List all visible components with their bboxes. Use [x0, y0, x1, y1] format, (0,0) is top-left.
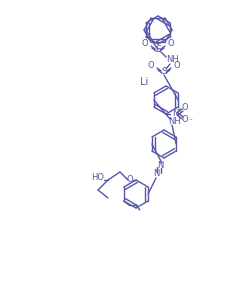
Text: Li: Li: [140, 77, 148, 87]
Text: S: S: [161, 68, 167, 76]
Text: O: O: [148, 62, 154, 71]
Text: N: N: [172, 109, 178, 118]
Text: HO: HO: [91, 174, 105, 182]
Text: O: O: [142, 39, 148, 48]
Text: NH: NH: [166, 55, 178, 65]
Text: +: +: [176, 107, 182, 113]
Text: O: O: [174, 62, 180, 71]
Text: O: O: [127, 175, 133, 185]
Text: N: N: [157, 161, 163, 169]
Text: O: O: [182, 115, 188, 125]
Text: N: N: [153, 169, 159, 178]
Text: S: S: [155, 45, 161, 55]
Text: O: O: [168, 39, 174, 48]
Text: NH: NH: [168, 118, 180, 126]
Text: O: O: [182, 104, 188, 112]
Text: ⁻: ⁻: [188, 116, 192, 125]
